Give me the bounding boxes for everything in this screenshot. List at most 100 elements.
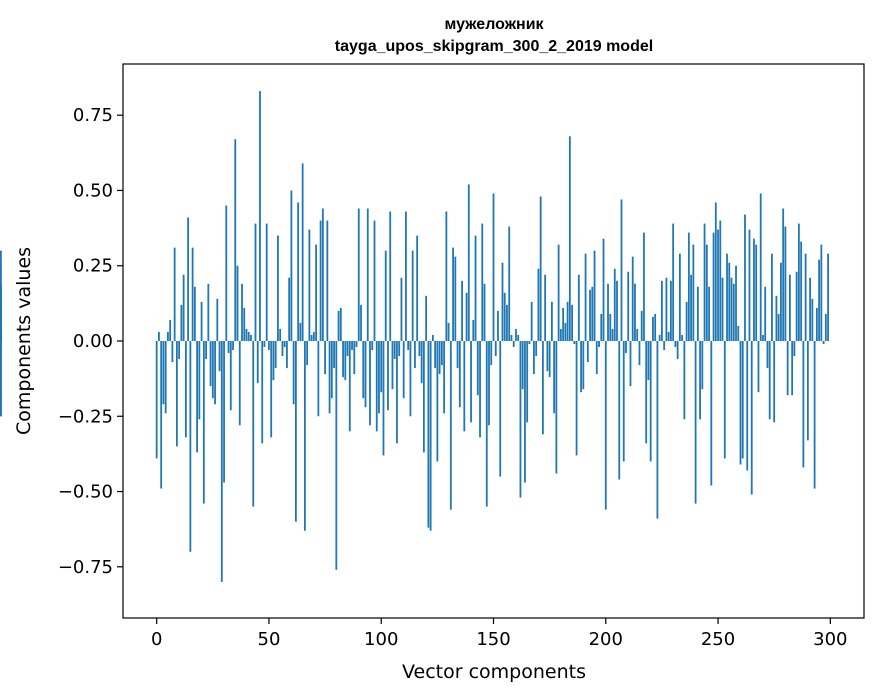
bar-104 [389,211,392,341]
bar-171 [539,196,542,341]
bar-87 [351,341,353,351]
bar-24 [209,341,212,387]
bar-196 [595,341,598,375]
bar-89 [355,341,358,348]
bar-295 [818,259,820,341]
bar-167 [530,301,533,341]
bar-225 [661,280,663,341]
bar-33 [229,341,232,411]
bar-32 [227,341,230,354]
bar-252 [721,277,724,341]
bar-46 [259,91,261,341]
bar-53 [274,341,277,369]
bar-272 [766,341,769,369]
bar-275 [773,341,776,423]
bar-50 [268,341,270,351]
bar-257 [732,283,735,341]
bar-285 [795,271,798,341]
x-tick-label: 0 [151,629,162,650]
bar-38 [241,283,243,341]
bar-194 [591,286,594,341]
bar-264 [748,229,751,341]
bar-233 [678,253,681,341]
bar-112 [407,341,410,351]
bar-251 [719,220,722,341]
bar-122 [429,341,432,531]
bar-82 [339,307,342,341]
bar-124 [434,341,437,369]
bar-106 [393,341,396,360]
bar-181 [562,307,565,341]
bar-243 [701,341,704,390]
bar-64 [299,322,302,341]
y-tick-label: −0.50 [58,482,113,503]
bar-79 [333,341,335,369]
bar-44 [254,223,257,341]
bar-254 [726,253,728,341]
bar-197 [598,341,600,348]
bar-212 [631,256,634,341]
bar-21 [202,341,205,504]
chart-title: мужеложник [444,16,544,33]
bar-11 [180,304,183,341]
bar-65 [301,163,304,341]
bar-20 [200,301,203,341]
bar-81 [337,310,340,341]
bar-229 [669,280,672,341]
bar-168 [533,341,535,375]
y-axis-ticks: −0.75 −0.50 −0.25 0.00 0.25 0.50 0.75 [58,105,123,578]
bar-191 [584,253,587,341]
bar-107 [396,341,398,444]
bar-123 [431,334,434,341]
bar-1 [158,331,160,341]
bar-239 [692,244,695,341]
bar-101 [382,341,385,456]
bars-group [0,91,829,582]
x-tick-label: 150 [476,629,510,650]
bar-274 [771,253,773,341]
bar-92 [362,341,365,399]
bar-222 [654,313,657,341]
bar-216 [640,310,643,341]
bar-253 [723,341,726,459]
bar-198 [600,313,603,341]
bar-278 [780,262,782,341]
bar-262 [744,214,746,341]
bar-296 [820,244,823,341]
bar-186 [573,341,576,345]
bar-227 [665,277,668,341]
bar-185 [571,304,573,341]
bar-60 [290,190,293,341]
bar-4 [164,341,167,414]
bar-74 [321,208,324,341]
bar-49 [265,223,268,341]
bar-162 [519,341,522,498]
x-tick-label: 50 [258,629,281,650]
bar-9 [175,341,178,447]
bar-118 [420,341,423,384]
bar-75 [324,341,326,375]
bar-undefined [0,286,2,341]
bar-13 [184,341,187,438]
bar-52 [272,341,275,381]
bar-95 [369,341,371,426]
bar-10 [178,341,181,360]
bar-290 [806,341,809,441]
bar-84 [344,341,347,381]
bar-175 [548,341,551,378]
bar-221 [652,316,654,341]
bar-133 [454,256,457,341]
bar-5 [167,331,169,341]
bar-88 [353,341,356,375]
bar-43 [252,341,255,507]
bar-249 [714,202,717,341]
bar-234 [681,334,684,341]
bar-256 [730,277,733,341]
bar-184 [568,136,571,341]
bar-109 [400,277,403,341]
bar-40 [245,328,248,341]
bar-265 [750,341,753,495]
bar-31 [225,205,228,341]
bar-129 [445,211,448,341]
bar-165 [526,341,529,423]
